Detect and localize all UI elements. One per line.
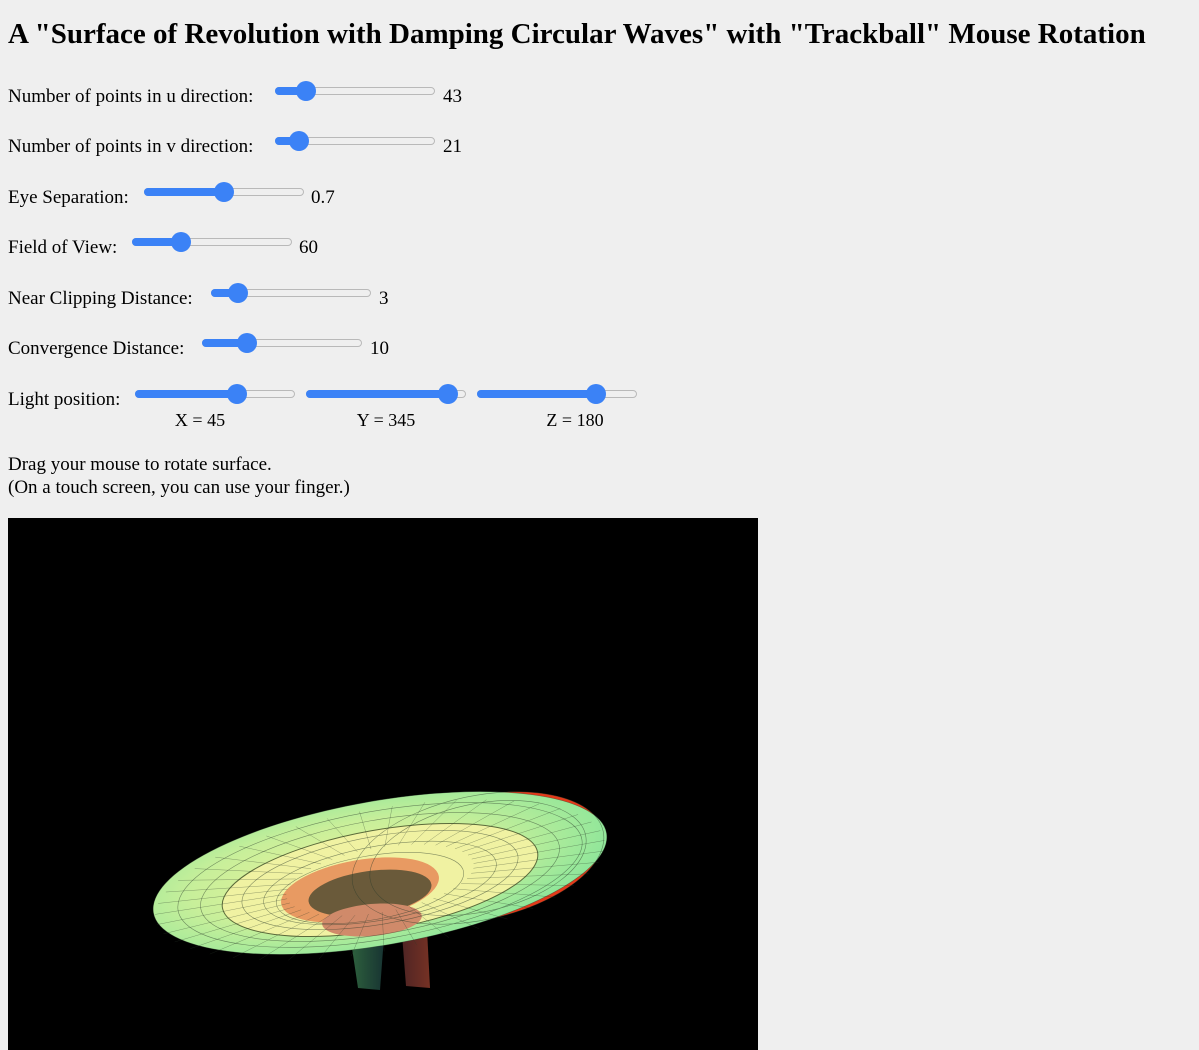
surface-render — [152, 791, 608, 990]
field-of-view-label: Field of View: — [8, 237, 118, 258]
surface-mesh — [152, 791, 608, 955]
slider-thumb[interactable] — [289, 131, 309, 151]
convergence-slider[interactable] — [202, 332, 362, 354]
light-x-slider[interactable] — [135, 383, 295, 405]
v-points-label: Number of points in v direction: — [8, 136, 254, 157]
light-z-slider[interactable] — [477, 383, 637, 405]
u-points-control: Number of points in u direction: 43 — [8, 80, 478, 112]
eye-separation-control: Eye Separation: 0.7 — [8, 181, 368, 213]
near-clipping-control: Near Clipping Distance: 3 — [8, 282, 408, 314]
slider-thumb[interactable] — [214, 182, 234, 202]
page-title: A "Surface of Revolution with Damping Ci… — [8, 18, 1146, 50]
u-points-slider[interactable] — [275, 80, 435, 102]
convergence-label: Convergence Distance: — [8, 338, 185, 359]
slider-thumb[interactable] — [227, 384, 248, 404]
slider-thumb[interactable] — [237, 333, 257, 353]
slider-thumb[interactable] — [171, 232, 192, 252]
light-x-label: X = 45 — [174, 410, 226, 430]
near-clipping-value: 3 — [379, 288, 389, 309]
slider-thumb[interactable] — [437, 384, 458, 404]
eye-separation-label: Eye Separation: — [8, 187, 129, 208]
field-of-view-control: Field of View: 60 — [8, 231, 348, 263]
surface-mesh-spokes — [155, 799, 605, 961]
field-of-view-value: 60 — [299, 237, 318, 258]
v-points-slider[interactable] — [275, 130, 435, 152]
convergence-control: Convergence Distance: 10 — [8, 332, 408, 364]
light-position-control: Light position: — [8, 383, 648, 415]
u-points-label: Number of points in u direction: — [8, 86, 254, 107]
light-z-label: Z = 180 — [546, 410, 604, 430]
v-points-control: Number of points in v direction: 21 — [8, 130, 478, 162]
instruction-line-2: (On a touch screen, you can use your fin… — [8, 477, 350, 498]
eye-separation-value: 0.7 — [311, 187, 335, 208]
light-y-slider[interactable] — [306, 383, 466, 405]
instructions: Drag your mouse to rotate surface. (On a… — [8, 453, 350, 499]
instruction-line-1: Drag your mouse to rotate surface. — [8, 454, 272, 475]
field-of-view-slider[interactable] — [132, 231, 292, 253]
light-y-label: Y = 345 — [356, 410, 416, 430]
near-clipping-slider[interactable] — [211, 282, 371, 304]
slider-thumb[interactable] — [296, 81, 316, 101]
eye-separation-slider[interactable] — [144, 181, 304, 203]
v-points-value: 21 — [443, 136, 462, 157]
light-position-label: Light position: — [8, 389, 121, 410]
near-clipping-label: Near Clipping Distance: — [8, 288, 193, 309]
surface-canvas[interactable] — [8, 518, 758, 1050]
convergence-value: 10 — [370, 338, 389, 359]
u-points-value: 43 — [443, 86, 462, 107]
slider-thumb[interactable] — [586, 384, 607, 404]
slider-thumb[interactable] — [227, 283, 248, 303]
